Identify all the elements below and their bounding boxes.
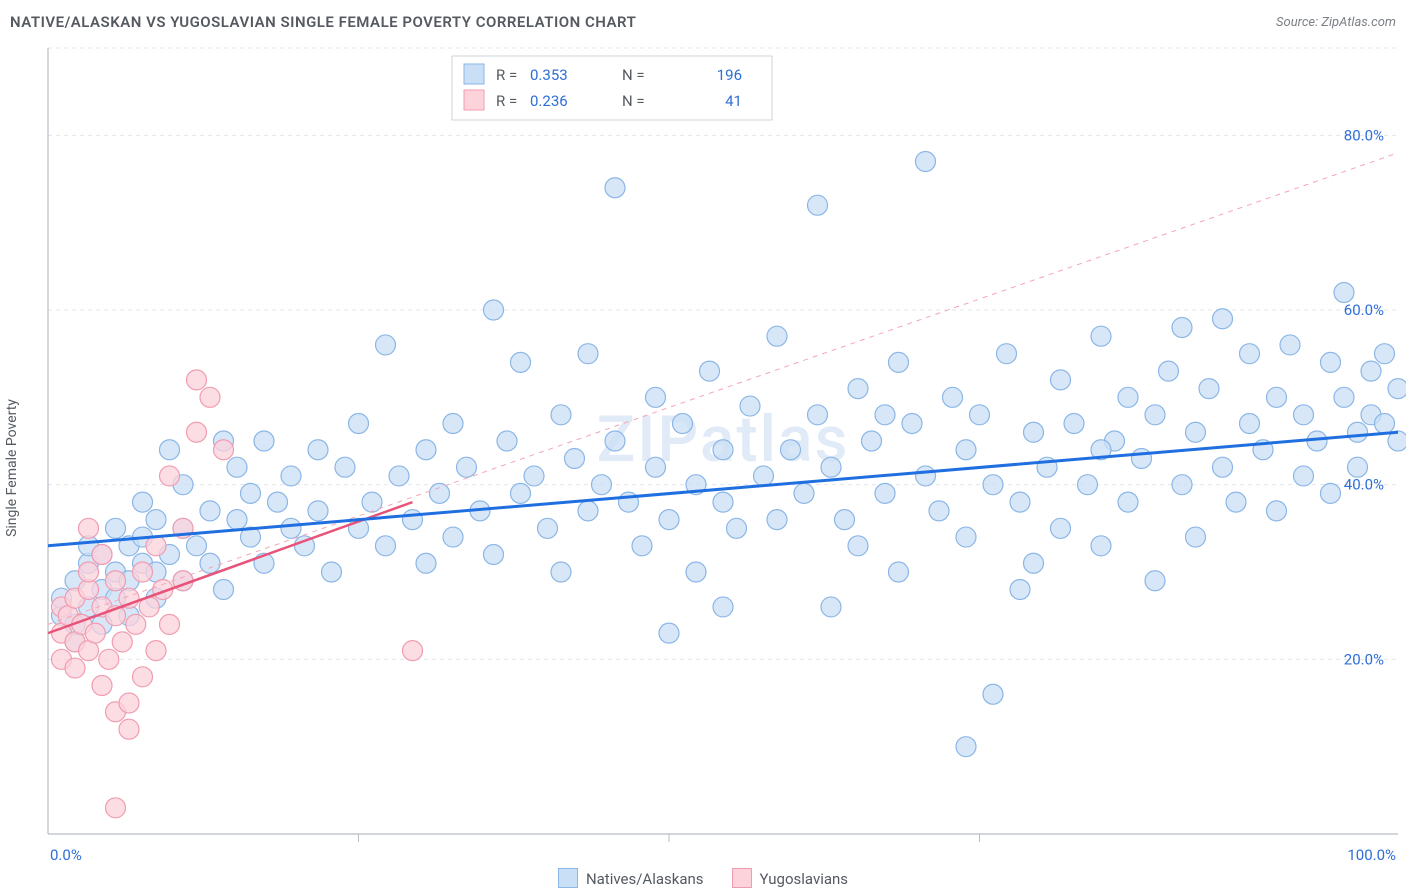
legend-swatch bbox=[464, 64, 484, 84]
y-axis-label: Single Female Poverty bbox=[4, 399, 20, 537]
legend-swatch bbox=[558, 868, 578, 888]
legend-label: Natives/Alaskans bbox=[586, 870, 704, 888]
y-tick-label: 40.0% bbox=[1344, 476, 1384, 494]
bottom-legend-item: Yugoslavians bbox=[732, 868, 849, 888]
legend-n-label: N = bbox=[622, 92, 645, 110]
legend-n-label: N = bbox=[622, 66, 645, 84]
y-tick-label: 80.0% bbox=[1344, 126, 1384, 144]
chart-title: NATIVE/ALASKAN VS YUGOSLAVIAN SINGLE FEM… bbox=[10, 13, 636, 31]
legend-r-value: 0.353 bbox=[530, 66, 568, 84]
scatter-chart: ZIPatlas20.0%40.0%60.0%80.0%0.0%100.0%R … bbox=[0, 44, 1406, 892]
legend-r-label: R = bbox=[496, 92, 517, 110]
y-tick-label: 60.0% bbox=[1344, 301, 1384, 319]
x-tick-label: 0.0% bbox=[50, 846, 82, 864]
bottom-legend-item: Natives/Alaskans bbox=[558, 868, 704, 888]
legend-r-label: R = bbox=[496, 66, 517, 84]
legend-n-value: 41 bbox=[725, 92, 742, 110]
chart-source: Source: ZipAtlas.com bbox=[1276, 15, 1396, 30]
y-tick-label: 20.0% bbox=[1344, 650, 1384, 668]
legend-swatch bbox=[732, 868, 752, 888]
chart-header: NATIVE/ALASKAN VS YUGOSLAVIAN SINGLE FEM… bbox=[0, 0, 1406, 44]
legend-r-value: 0.236 bbox=[530, 92, 568, 110]
x-tick-label: 100.0% bbox=[1347, 846, 1396, 864]
legend-label: Yugoslavians bbox=[760, 870, 849, 888]
plot-area: Single Female Poverty ZIPatlas20.0%40.0%… bbox=[0, 44, 1406, 892]
legend-n-value: 196 bbox=[717, 66, 742, 84]
legend-swatch bbox=[464, 90, 484, 110]
bottom-legend: Natives/Alaskans Yugoslavians bbox=[0, 868, 1406, 888]
